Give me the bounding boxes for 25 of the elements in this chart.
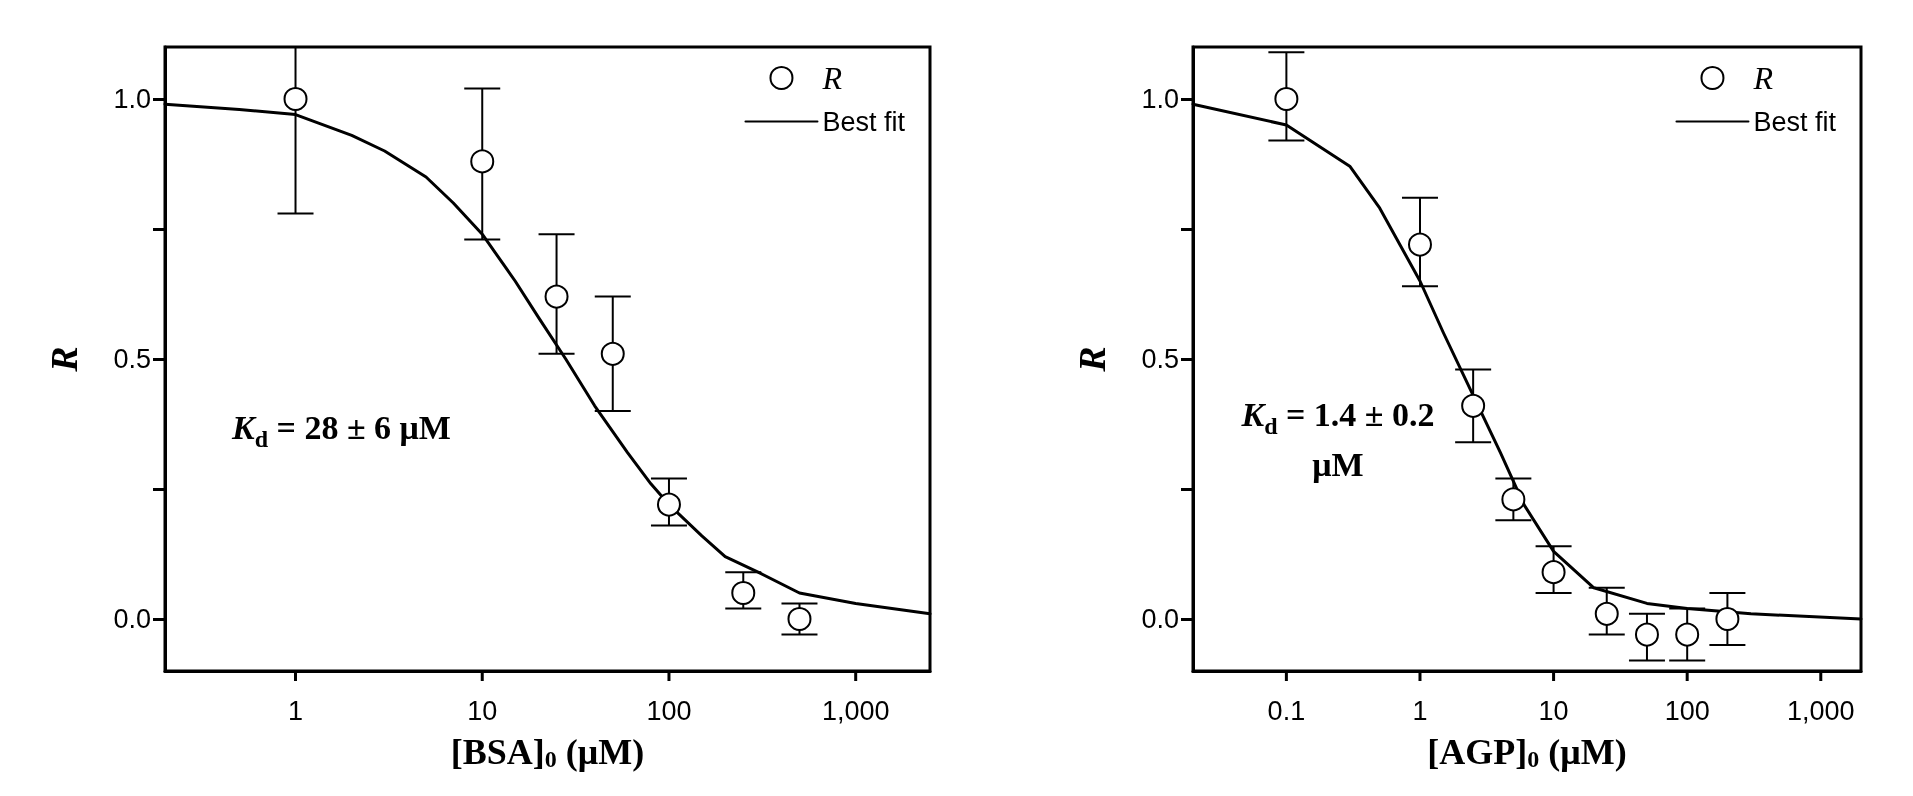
x-tick-label: 1,000 <box>821 695 890 726</box>
y-tick-label: 1.0 <box>113 84 151 114</box>
x-axis-title: [AGP]0 (μM) <box>1427 732 1627 772</box>
annotation: K$_{d}$ = 28 ± 6 μM <box>232 408 451 454</box>
legend-label: Best fit <box>822 106 906 137</box>
x-axis-title: [BSA]0 (μM) <box>450 732 645 772</box>
x-tick-label: 10 <box>1538 695 1569 726</box>
x-tick-label: 0.1 <box>1267 695 1306 726</box>
x-tick-label: 1,000 <box>1786 695 1855 726</box>
legend-label: Best fit <box>1753 106 1837 137</box>
y-axis-title: R <box>43 346 85 373</box>
y-tick-label: 1.0 <box>1141 84 1179 114</box>
x-tick-label: 100 <box>1664 695 1710 726</box>
y-tick-label: 0.5 <box>113 344 151 374</box>
y-tick-label: 0.0 <box>113 604 151 634</box>
x-tick-label: 10 <box>467 695 498 726</box>
y-tick-label: 0.5 <box>1141 344 1179 374</box>
legend-label: R <box>1752 60 1774 96</box>
y-tick-label: 0.0 <box>1141 604 1179 634</box>
legend-label: R <box>821 60 843 96</box>
x-tick-label: 100 <box>646 695 692 726</box>
y-axis-title: R <box>1071 346 1113 373</box>
x-tick-label: 1 <box>288 695 304 726</box>
x-tick-label: 1 <box>1412 695 1428 726</box>
annotation: K$_{d}$ = 1.4 ± 0.2 μM <box>1240 395 1436 486</box>
